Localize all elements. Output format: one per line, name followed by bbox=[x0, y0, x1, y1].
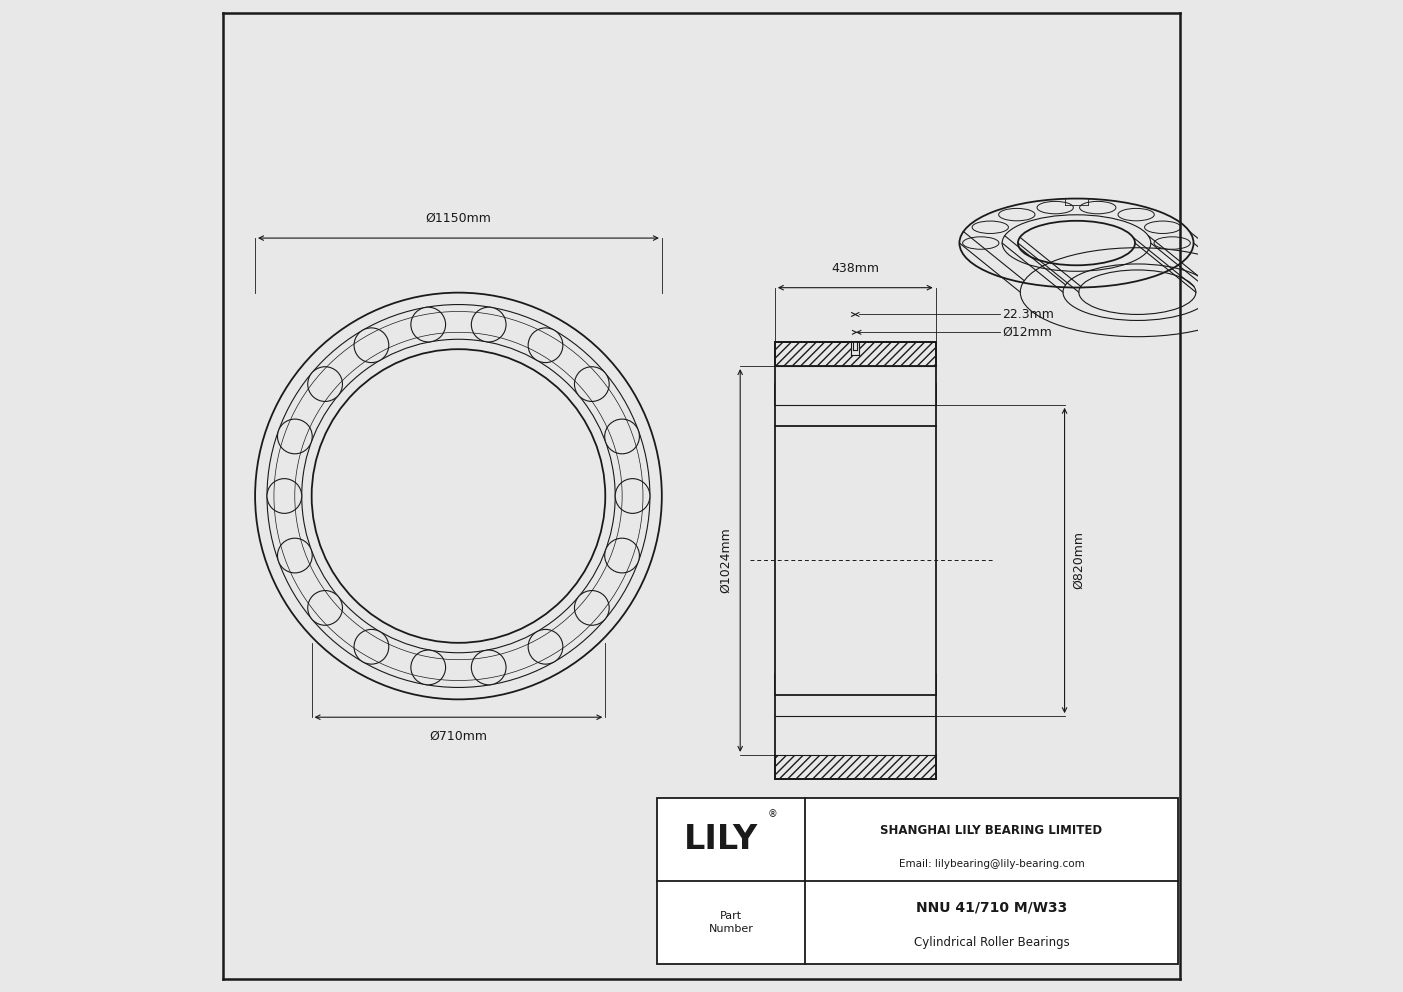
Circle shape bbox=[615, 479, 650, 514]
Text: Email: lilybearing@lily-bearing.com: Email: lilybearing@lily-bearing.com bbox=[898, 859, 1085, 869]
Bar bbox=[774, 384, 936, 405]
Text: Ø1150mm: Ø1150mm bbox=[425, 212, 491, 225]
Text: Cylindrical Roller Bearings: Cylindrical Roller Bearings bbox=[913, 936, 1069, 949]
Text: Ø710mm: Ø710mm bbox=[429, 730, 487, 743]
Text: 22.3mm: 22.3mm bbox=[1002, 308, 1054, 321]
Text: ®: ® bbox=[767, 809, 777, 819]
Circle shape bbox=[307, 590, 342, 625]
Ellipse shape bbox=[1037, 201, 1073, 214]
Circle shape bbox=[605, 539, 640, 573]
Circle shape bbox=[267, 479, 302, 514]
Ellipse shape bbox=[972, 221, 1009, 233]
Circle shape bbox=[574, 367, 609, 402]
Circle shape bbox=[278, 419, 313, 453]
Bar bbox=[774, 366, 936, 755]
Text: Ø12mm: Ø12mm bbox=[1002, 325, 1052, 339]
Circle shape bbox=[411, 650, 446, 684]
Ellipse shape bbox=[1145, 221, 1181, 233]
Circle shape bbox=[605, 419, 640, 453]
Bar bbox=[774, 675, 936, 695]
Circle shape bbox=[354, 328, 389, 363]
Circle shape bbox=[528, 629, 563, 664]
Text: NNU 41/710 M/W33: NNU 41/710 M/W33 bbox=[916, 901, 1068, 915]
Circle shape bbox=[528, 328, 563, 363]
Circle shape bbox=[471, 650, 506, 684]
Ellipse shape bbox=[1080, 201, 1115, 214]
Text: LILY: LILY bbox=[685, 822, 758, 856]
Ellipse shape bbox=[999, 208, 1035, 221]
Circle shape bbox=[354, 629, 389, 664]
Bar bbox=[774, 755, 936, 779]
Circle shape bbox=[411, 308, 446, 342]
Circle shape bbox=[307, 367, 342, 402]
Text: Ø820mm: Ø820mm bbox=[1072, 532, 1086, 589]
Ellipse shape bbox=[1155, 237, 1190, 249]
Bar bbox=[774, 342, 936, 366]
Circle shape bbox=[574, 590, 609, 625]
Bar bbox=[657, 798, 1177, 964]
Text: 438mm: 438mm bbox=[831, 262, 880, 275]
Text: Part
Number: Part Number bbox=[709, 911, 753, 934]
Circle shape bbox=[471, 308, 506, 342]
Text: Ø1024mm: Ø1024mm bbox=[720, 528, 732, 593]
Ellipse shape bbox=[1118, 208, 1155, 221]
Bar bbox=[853, 342, 857, 350]
Bar bbox=[774, 755, 936, 779]
Bar bbox=[774, 342, 936, 366]
Bar bbox=[774, 405, 936, 716]
Bar bbox=[774, 384, 936, 405]
Text: SHANGHAI LILY BEARING LIMITED: SHANGHAI LILY BEARING LIMITED bbox=[881, 824, 1103, 837]
Circle shape bbox=[278, 539, 313, 573]
Bar bbox=[774, 675, 936, 695]
Ellipse shape bbox=[962, 237, 999, 249]
Bar bbox=[852, 342, 860, 355]
